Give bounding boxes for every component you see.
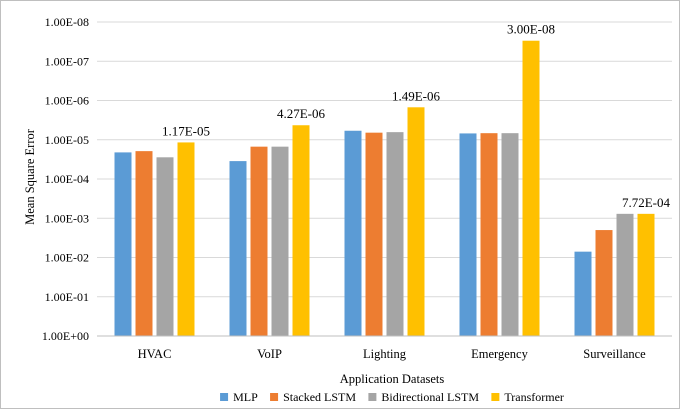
data-label: 1.49E-06 [392,88,441,103]
bar-bidirectional-lstm-surveillance [616,213,634,336]
y-tick-label: 1.00E-03 [45,211,89,225]
y-tick-label: 1.00E-08 [45,15,89,29]
bar-transformer-surveillance [637,213,655,336]
legend-label: Bidirectional LSTM [381,390,479,404]
data-labels: 1.17E-05 4.27E-06 1.49E-06 3.00E-08 7.72E-04 [162,22,671,210]
data-label: 1.17E-05 [162,123,210,138]
y-tick-label: 1.00E-05 [45,133,89,147]
bar-bidirectional-lstm-lighting [386,132,404,336]
bars [114,40,655,336]
bar-bidirectional-lstm-emergency [501,133,519,336]
data-label: 7.72E-04 [622,195,671,210]
data-label: 3.00E-08 [507,22,555,37]
bar-transformer-hvac [177,142,195,336]
x-tick-label: Surveillance [583,347,646,361]
legend-swatch [368,393,377,401]
bar-bidirectional-lstm-voip [271,146,289,336]
x-tick-label: Lighting [363,347,407,361]
x-tick-label: VoIP [257,347,282,361]
bar-transformer-lighting [407,107,425,336]
y-tick-label: 1.00E-02 [45,251,89,265]
legend-label: Transformer [504,390,564,404]
y-tick-label: 1.00E-04 [45,172,89,186]
data-label: 4.27E-06 [277,106,326,121]
bar-stacked-lstm-surveillance [595,230,613,336]
legend: MLP Stacked LSTM Bidirectional LSTM Transfo… [220,390,564,404]
bar-mlp-emergency [459,133,477,336]
bar-mlp-hvac [114,152,132,336]
bar-stacked-lstm-voip [250,146,268,336]
bar-stacked-lstm-emergency [480,133,498,336]
bar-mlp-surveillance [574,251,592,336]
bar-stacked-lstm-hvac [135,151,153,336]
bar-mlp-voip [229,161,247,336]
bar-transformer-voip [292,125,310,336]
bar-mlp-lighting [344,130,362,336]
legend-label: MLP [233,390,258,404]
legend-swatch [220,393,229,401]
legend-label: Stacked LSTM [283,390,356,404]
x-tick-label: Emergency [471,347,528,361]
x-axis-title: Application Datasets [340,372,445,386]
legend-swatch [270,393,279,401]
y-tick-label: 1.00E-01 [45,290,89,304]
bar-stacked-lstm-lighting [365,132,383,336]
legend-swatch [491,393,500,401]
x-tick-label: HVAC [138,347,172,361]
axes: 1.00E-08 1.00E-07 1.00E-06 1.00E-05 1.00E-04… [42,15,672,361]
bar-transformer-emergency [522,40,540,336]
y-axis-title: Mean Square Error [23,128,37,225]
y-tick-label: 1.00E+00 [42,329,89,343]
y-tick-label: 1.00E-07 [45,54,89,68]
bar-bidirectional-lstm-hvac [156,157,174,336]
y-tick-label: 1.00E-06 [45,94,89,108]
